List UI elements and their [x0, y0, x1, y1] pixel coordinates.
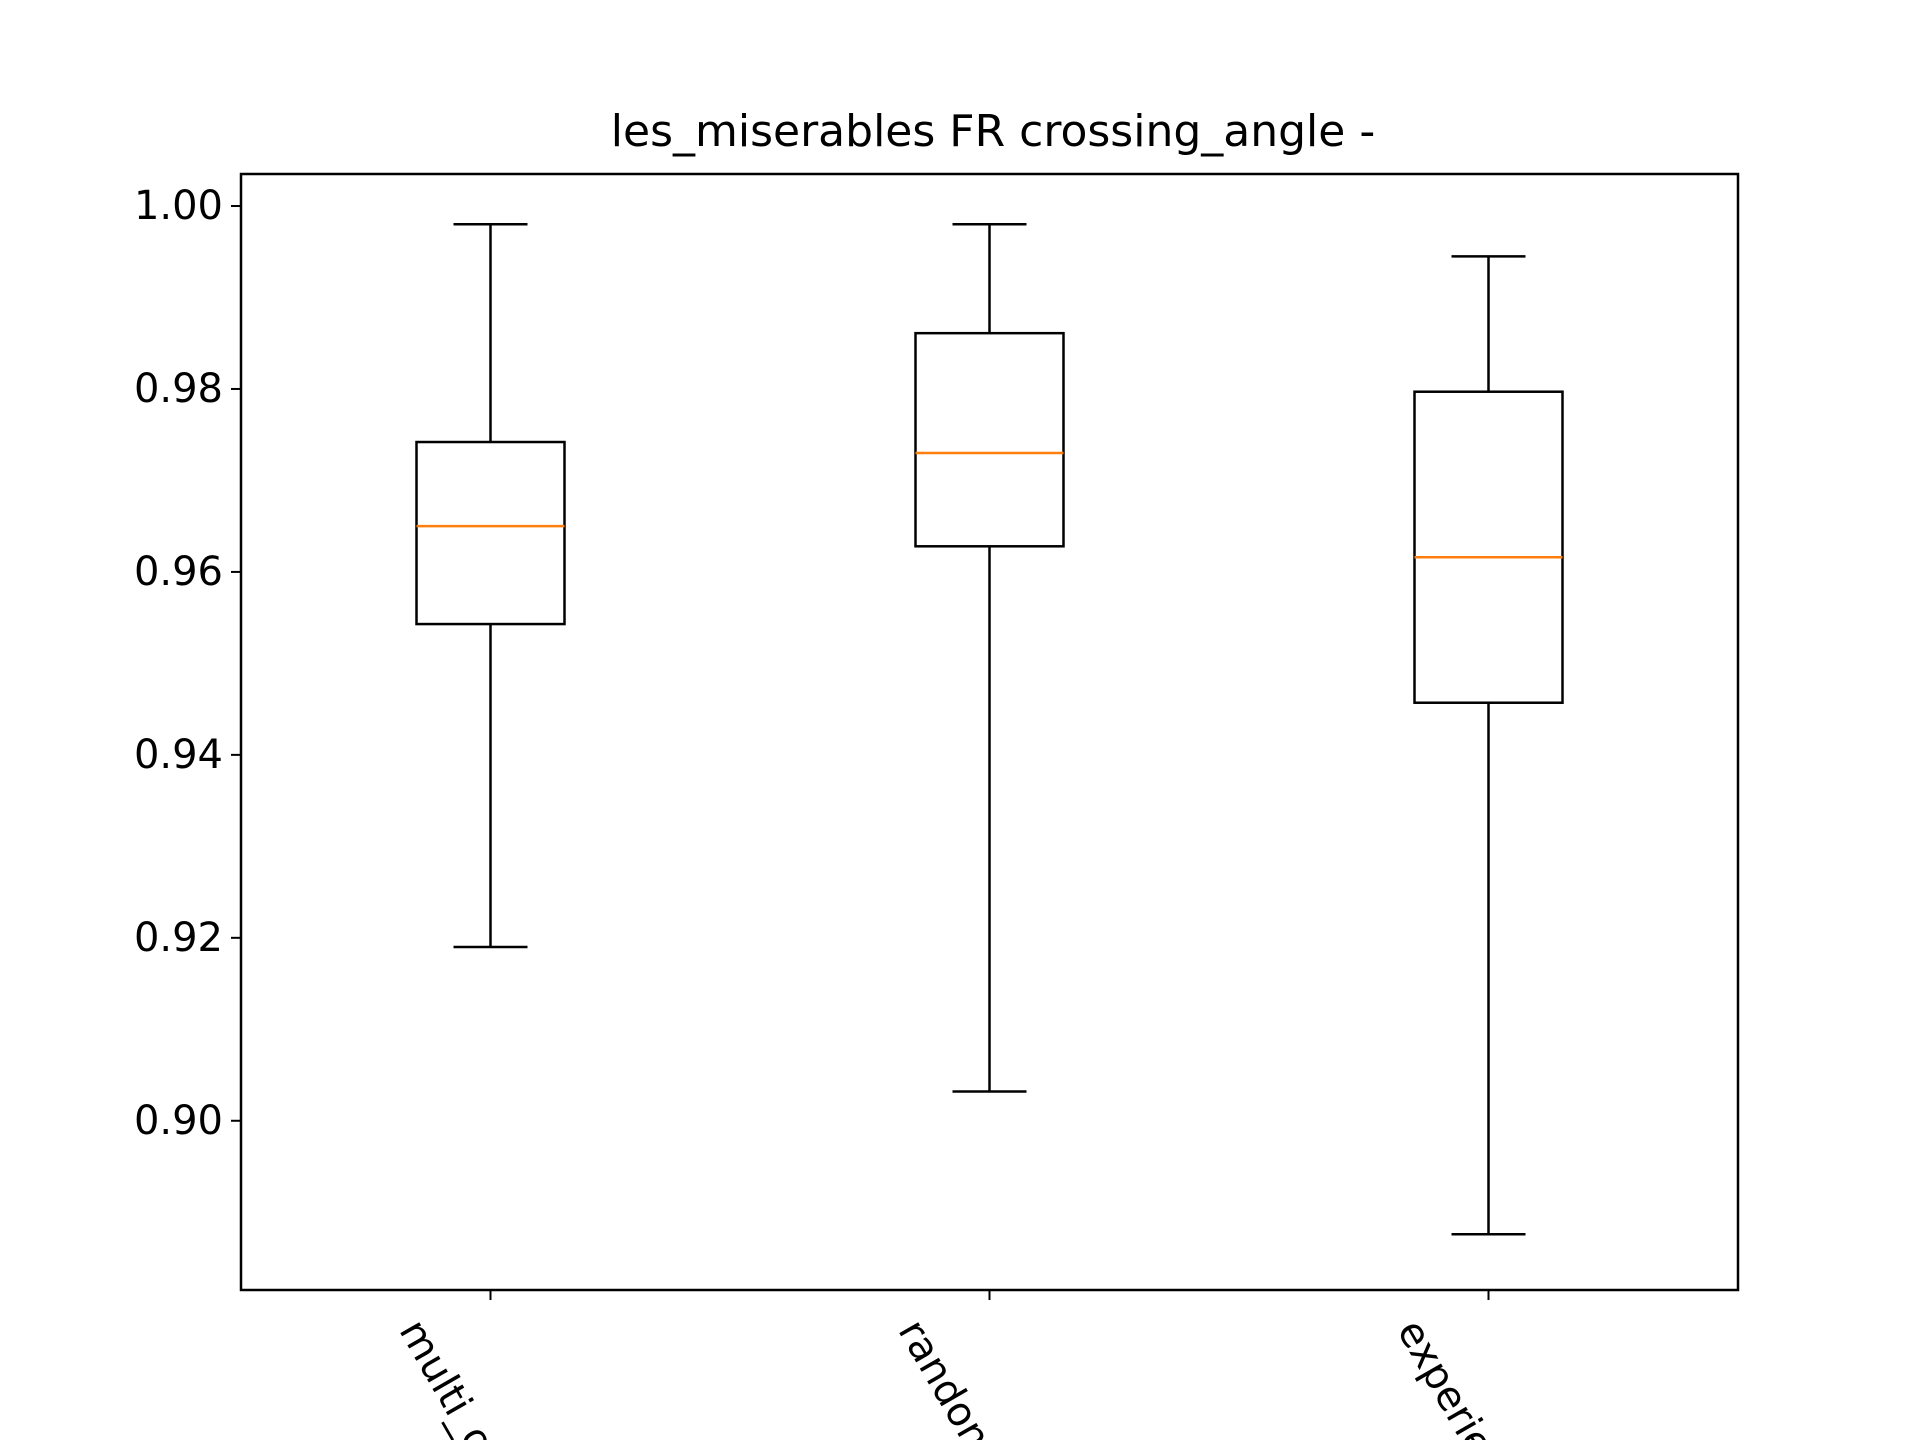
box-iqr	[415, 440, 566, 626]
box-iqr	[1413, 390, 1564, 704]
y-tick-label: 0.98	[134, 366, 223, 412]
y-tick-label: 0.92	[134, 915, 223, 961]
y-tick-label: 0.94	[134, 732, 223, 778]
box-iqr	[914, 331, 1065, 548]
y-tick-label: 1.00	[134, 183, 223, 229]
y-tick-label: 0.96	[134, 549, 223, 595]
y-tick-label: 0.90	[134, 1098, 223, 1144]
chart-title: les_miserables FR crossing_angle -	[611, 106, 1375, 157]
axes-frame	[239, 172, 1740, 1292]
